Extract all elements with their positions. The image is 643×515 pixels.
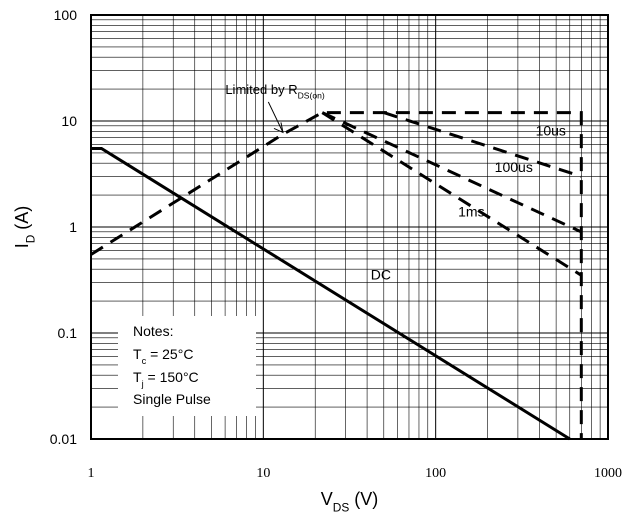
series-dc-line bbox=[91, 147, 571, 441]
annotations: Limited by RDS(on) 10us 100us 1ms DC bbox=[225, 82, 566, 283]
annotation-1ms-label: 1ms bbox=[458, 204, 484, 220]
x-axis-label: VDS (V) bbox=[321, 489, 379, 514]
plot-frame bbox=[90, 14, 609, 440]
series-10us-line bbox=[383, 111, 582, 178]
series-1ms-line bbox=[321, 111, 583, 277]
series-group bbox=[90, 111, 583, 441]
y-tick-label: 10 bbox=[61, 113, 77, 129]
x-tick-label: 10 bbox=[256, 466, 270, 481]
x-tick-label: 1000 bbox=[594, 466, 622, 481]
y-tick-label: 1 bbox=[69, 219, 77, 235]
grid bbox=[91, 15, 608, 439]
y-tick-label: 100 bbox=[54, 7, 78, 23]
notes-background bbox=[118, 316, 256, 416]
series-limit-line bbox=[90, 111, 583, 439]
annotation-dc-label: DC bbox=[371, 266, 391, 282]
notes-line: Notes: bbox=[133, 323, 173, 339]
y-axis-label: ID (A) bbox=[12, 206, 37, 249]
x-tick-label: 100 bbox=[425, 466, 446, 481]
annotation-100us-label: 100us bbox=[495, 159, 533, 175]
notes-line: Tc = 25°C bbox=[133, 346, 193, 366]
notes-line: Tj = 150°C bbox=[133, 369, 199, 389]
annotation-arrow-line bbox=[267, 101, 284, 133]
annotation-arrow-head bbox=[273, 122, 284, 134]
annotation-rds-label: Limited by RDS(on) bbox=[225, 82, 325, 101]
annotation-10us-label: 10us bbox=[536, 122, 566, 138]
x-tick-label: 1 bbox=[88, 466, 95, 481]
axis-labels: VDS (V) ID (A) bbox=[12, 206, 378, 515]
series-100us-line bbox=[321, 111, 582, 234]
y-tick-label: 0.01 bbox=[50, 431, 77, 447]
notes-line: Single Pulse bbox=[133, 391, 211, 407]
y-tick-label: 0.1 bbox=[58, 325, 78, 341]
tick-labels: 100 10 1 0.1 0.01 1 10 100 1000 bbox=[50, 7, 622, 481]
notes-box: Notes: Tc = 25°C Tj = 150°C Single Pulse bbox=[118, 316, 256, 416]
